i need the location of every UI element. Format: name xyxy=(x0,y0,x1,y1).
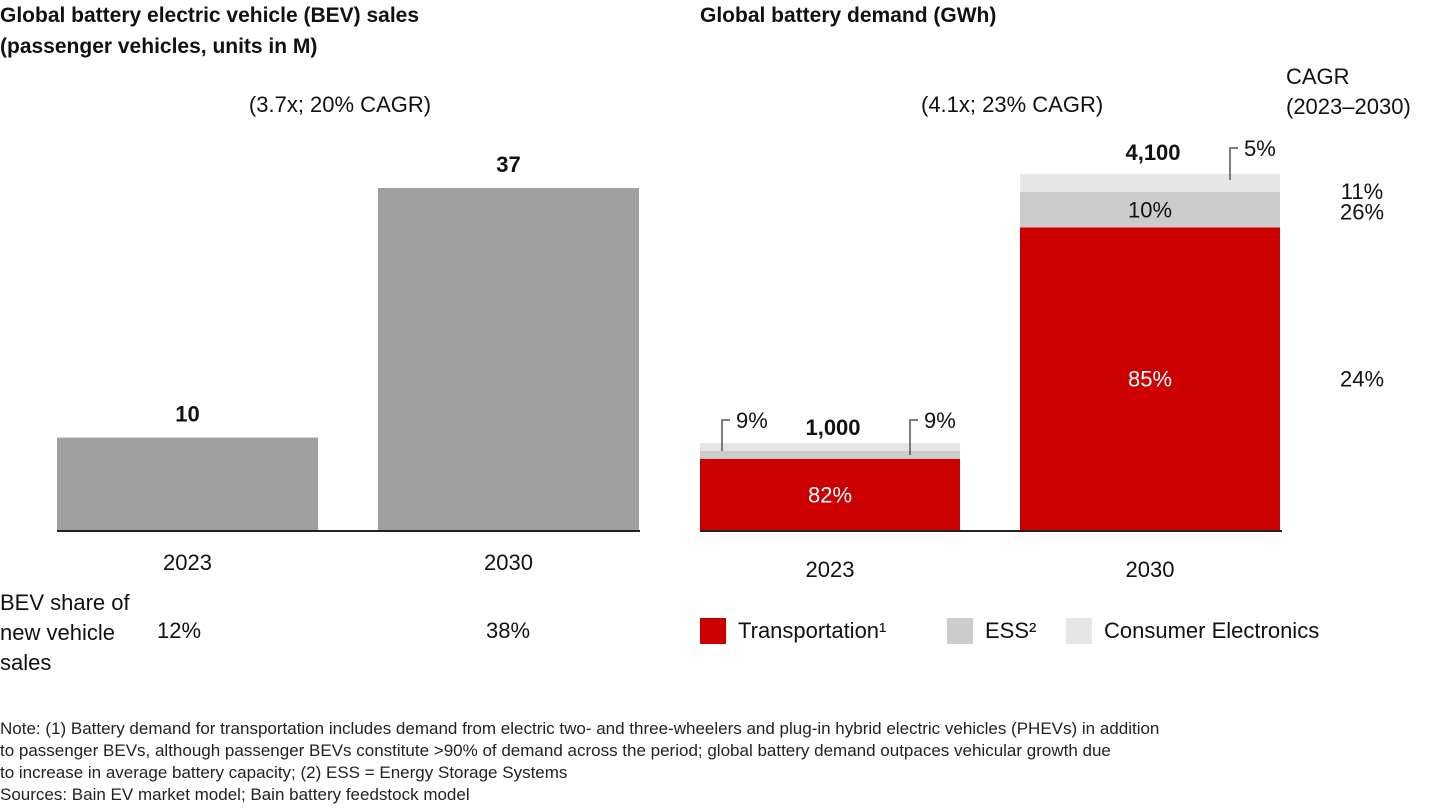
left-cagr-annotation: (3.7x; 20% CAGR) xyxy=(248,92,432,117)
segment-label-consumer-2023: 9% xyxy=(736,408,768,433)
segment-2030-0 xyxy=(1020,227,1280,530)
legend-swatch-ess xyxy=(947,618,973,644)
sources-line: Sources: Bain EV market model; Bain batt… xyxy=(0,785,470,804)
footnote-line: to increase in average battery capacity;… xyxy=(0,763,568,782)
callout-line-consumer xyxy=(1229,147,1238,180)
x-tick-2023: 2023 xyxy=(163,550,212,575)
right-chart-annotation: (4.1x; 23% CAGR) xyxy=(921,92,1104,117)
total-label-2023: 1,000 xyxy=(805,415,860,440)
cagr-header-line2: (2023–2030) xyxy=(1286,94,1411,119)
segment-label-transportation-2023: 82% xyxy=(808,482,852,507)
total-label-2030: 4,100 xyxy=(1125,140,1180,165)
segment-2023-0 xyxy=(700,458,960,530)
x-tick-2030: 2030 xyxy=(484,550,533,575)
cagr-consumer: 11% xyxy=(1341,179,1383,204)
left-subtitle-line: (passenger vehicles, units in M) xyxy=(0,35,318,58)
legend-swatch-transportation xyxy=(700,618,726,644)
segment-2023-2 xyxy=(700,443,960,451)
right-chart-title: Global battery demand (GWh) xyxy=(700,4,997,27)
footnotes: Note: (1) Battery demand for transportat… xyxy=(0,718,1159,806)
x-tick-2023: 2023 xyxy=(806,557,855,582)
legend-label-consumer-electronics: Consumer Electronics xyxy=(1104,618,1320,643)
callout-line-ess xyxy=(909,419,918,455)
bev-share-2030: 38% xyxy=(486,618,531,643)
cagr-ess: 26% xyxy=(1340,200,1384,225)
bar-2023 xyxy=(57,437,318,530)
segment-2030-1 xyxy=(1020,191,1280,228)
legend-item-consumer-electronics: Consumer Electronics xyxy=(1066,618,1319,644)
legend-item-transportation: Transportation¹ xyxy=(700,618,886,644)
left-title-line: Global battery electric vehicle (BEV) sa… xyxy=(0,4,420,27)
left-chart-annotation: (3.7x; 20% CAGR) xyxy=(0,92,680,118)
footnote-line: Note: (1) Battery demand for transportat… xyxy=(0,719,1160,738)
bev-share-label-line2: new vehicle xyxy=(0,620,115,645)
value-label-2030: 37 xyxy=(496,152,520,177)
bev-share-label: BEV share of new vehicle sales xyxy=(0,588,130,678)
cagr-header: CAGR (2023–2030) xyxy=(1286,62,1411,122)
x-tick-2030: 2030 xyxy=(1126,557,1175,582)
legend-label-ess: ESS² xyxy=(985,618,1037,643)
segment-2023-1 xyxy=(700,450,960,459)
segment-label-consumer-2030: 5% xyxy=(1244,136,1276,161)
segment-label-ess-2030: 10% xyxy=(1128,198,1172,223)
segment-label-ess-2023: 9% xyxy=(924,408,956,433)
bar-2030 xyxy=(378,188,639,530)
value-label-2023: 10 xyxy=(175,402,199,427)
left-chart-title: Global battery electric vehicle (BEV) sa… xyxy=(0,0,419,62)
callout-line-consumer xyxy=(721,419,730,452)
cagr-transportation: 24% xyxy=(1340,367,1384,392)
cagr-header-line1: CAGR xyxy=(1286,64,1350,89)
legend-label-transportation: Transportation¹ xyxy=(738,618,887,643)
bev-share-2023: 12% xyxy=(157,618,202,643)
legend-swatch-consumer-electronics xyxy=(1066,618,1092,644)
legend-item-ess: ESS² xyxy=(947,618,1036,644)
right-stacked-chart: 82% 9% 9% 1,000 2023 85% 10% 5% 4,100 11%26% 24% 20… xyxy=(700,136,1384,582)
left-bar-chart: 10 2023 37 2030 xyxy=(57,152,640,575)
segment-2030-2 xyxy=(1020,174,1280,192)
footnote-line: to passenger BEVs, although passenger BE… xyxy=(0,741,1111,760)
bev-share-label-line1: BEV share of xyxy=(0,590,130,615)
segment-label-transportation-2030: 85% xyxy=(1128,367,1172,392)
bev-share-label-line3: sales xyxy=(0,650,52,675)
